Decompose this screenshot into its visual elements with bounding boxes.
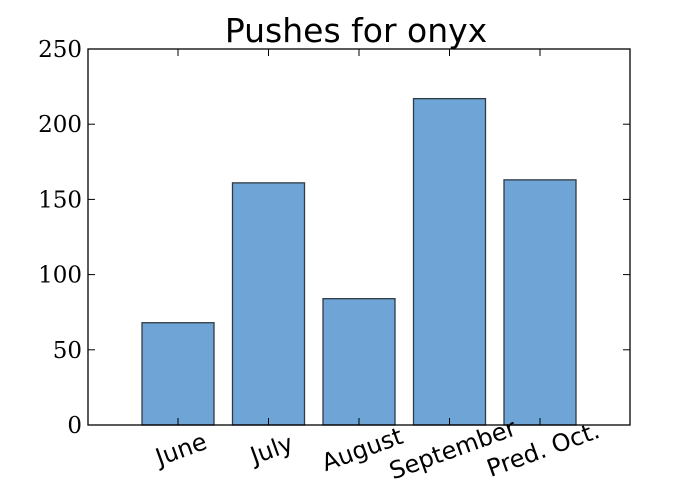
ytick-label-200: 200 xyxy=(38,112,82,138)
bars-layer xyxy=(141,97,577,426)
bar-pred-oct xyxy=(503,179,577,426)
xtick-label-july: July xyxy=(245,429,297,471)
ytick-label-100: 100 xyxy=(38,263,82,289)
ytick-label-250: 250 xyxy=(38,37,82,63)
chart-title: Pushes for onyx xyxy=(225,11,487,50)
ytick-label-50: 50 xyxy=(53,338,82,364)
axes-layer xyxy=(87,48,631,426)
bar-july xyxy=(231,182,306,426)
bar-june xyxy=(141,322,215,426)
bar-august xyxy=(322,298,396,426)
bar-september xyxy=(412,97,487,426)
ytick-label-0: 0 xyxy=(67,413,82,439)
ytick-label-150: 150 xyxy=(38,187,82,213)
xtick-label-june: June xyxy=(150,427,211,472)
